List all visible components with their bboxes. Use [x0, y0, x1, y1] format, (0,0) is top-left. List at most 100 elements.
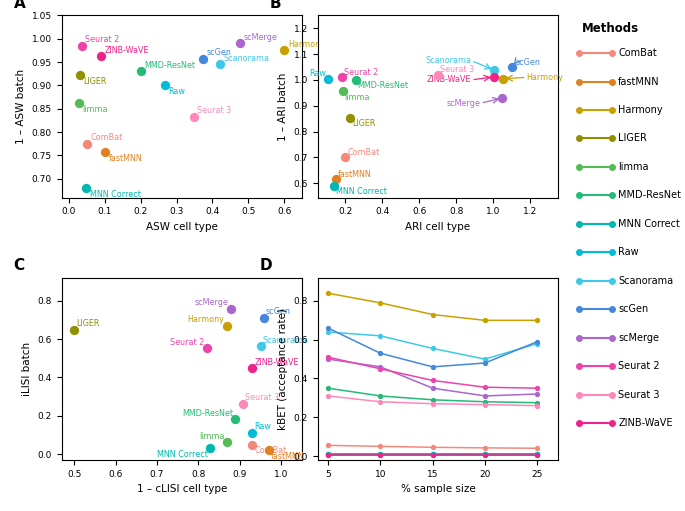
Y-axis label: 1 – ARI batch: 1 – ARI batch [278, 72, 288, 141]
Text: MNN Correct: MNN Correct [90, 190, 140, 199]
Text: Scanorama: Scanorama [263, 336, 309, 345]
Point [337, 87, 348, 95]
Point [96, 52, 107, 60]
Text: scGen: scGen [516, 58, 540, 67]
Point [432, 71, 443, 79]
Point [73, 99, 84, 107]
Point [497, 75, 508, 83]
Point [81, 184, 92, 192]
Text: A: A [14, 0, 25, 11]
Text: LIGER: LIGER [83, 77, 107, 85]
Text: scMerge: scMerge [447, 99, 480, 108]
Text: MMD-ResNet: MMD-ResNet [358, 81, 408, 90]
Text: C: C [14, 259, 25, 273]
Text: Seurat 2: Seurat 2 [86, 35, 120, 44]
Text: Scanorama: Scanorama [425, 56, 471, 65]
Text: scMerge: scMerge [618, 333, 659, 343]
Point [247, 364, 258, 373]
Text: ComBat: ComBat [90, 133, 123, 143]
Point [77, 41, 88, 50]
Point [330, 175, 341, 183]
Point [506, 63, 517, 71]
Text: limma: limma [345, 94, 370, 102]
Text: fastMNN: fastMNN [271, 452, 305, 461]
Text: Harmony: Harmony [618, 105, 663, 115]
Point [345, 114, 356, 122]
Text: ZINB-WaVE: ZINB-WaVE [427, 76, 471, 84]
Y-axis label: kBET (acceptance rate): kBET (acceptance rate) [278, 308, 288, 430]
Text: Scanorama: Scanorama [223, 54, 269, 63]
Text: fastMNN: fastMNN [108, 154, 142, 162]
Point [235, 39, 246, 48]
Text: Seurat 3: Seurat 3 [618, 389, 660, 400]
Point [336, 73, 347, 81]
Text: MNN Correct: MNN Correct [336, 188, 387, 196]
Text: D: D [260, 259, 273, 273]
Text: MNN Correct: MNN Correct [618, 219, 680, 229]
Point [225, 305, 236, 313]
Text: ZINB-WaVE: ZINB-WaVE [618, 418, 673, 428]
Point [264, 446, 275, 454]
Text: ComBat: ComBat [347, 148, 379, 157]
Text: LIGER: LIGER [352, 119, 375, 128]
Text: MMD-ResNet: MMD-ResNet [182, 409, 233, 417]
Point [198, 55, 209, 63]
Text: scMerge: scMerge [244, 33, 278, 42]
Text: Scanorama: Scanorama [618, 276, 673, 286]
Point [329, 182, 340, 191]
Text: ComBat: ComBat [618, 48, 657, 58]
Point [205, 444, 216, 452]
Text: limma: limma [82, 105, 108, 113]
Text: Seurat 2: Seurat 2 [344, 67, 378, 77]
Point [323, 75, 334, 83]
Point [135, 67, 146, 76]
Text: fastMNN: fastMNN [338, 170, 371, 179]
Text: Harmony: Harmony [527, 73, 564, 82]
Text: MNN Correct: MNN Correct [157, 450, 208, 459]
X-axis label: ARI cell type: ARI cell type [406, 222, 471, 232]
Point [160, 81, 171, 89]
Text: Methods: Methods [582, 22, 639, 35]
Point [258, 314, 269, 322]
Text: scGen: scGen [207, 49, 232, 57]
Point [279, 47, 290, 55]
Point [188, 112, 199, 121]
X-axis label: 1 – cLISI cell type: 1 – cLISI cell type [137, 484, 227, 494]
Text: Seurat 2: Seurat 2 [171, 338, 205, 347]
Point [247, 429, 258, 437]
Text: B: B [270, 0, 282, 11]
Text: limma: limma [618, 162, 649, 172]
Point [247, 440, 258, 449]
Text: Seurat 3: Seurat 3 [440, 65, 474, 74]
Text: ZINB-WaVE: ZINB-WaVE [254, 358, 299, 367]
Point [488, 73, 499, 81]
Point [201, 344, 212, 353]
Text: Raw: Raw [618, 247, 639, 257]
Text: Raw: Raw [169, 87, 186, 96]
Text: scGen: scGen [618, 304, 649, 314]
Point [229, 415, 240, 423]
Y-axis label: 1 – ASW batch: 1 – ASW batch [16, 69, 26, 144]
Point [238, 400, 249, 408]
Text: Seurat 2: Seurat 2 [618, 361, 660, 371]
Point [214, 60, 225, 68]
X-axis label: ASW cell type: ASW cell type [146, 222, 218, 232]
Text: Raw: Raw [254, 422, 271, 431]
Point [68, 326, 79, 334]
Text: MMD-ResNet: MMD-ResNet [618, 191, 681, 200]
Text: ComBat: ComBat [254, 447, 287, 455]
Text: MMD-ResNet: MMD-ResNet [145, 60, 195, 69]
Point [82, 140, 92, 148]
Text: LIGER: LIGER [618, 133, 647, 144]
Point [74, 71, 85, 79]
Point [340, 153, 351, 161]
Text: scGen: scGen [266, 308, 291, 316]
Text: limma: limma [199, 432, 225, 440]
Point [497, 94, 508, 102]
Text: Seurat 3: Seurat 3 [245, 393, 279, 402]
Point [256, 342, 266, 351]
Point [489, 66, 500, 74]
Text: ZINB-WaVE: ZINB-WaVE [105, 45, 149, 55]
Y-axis label: iLISI batch: iLISI batch [22, 342, 32, 396]
Point [350, 76, 361, 84]
